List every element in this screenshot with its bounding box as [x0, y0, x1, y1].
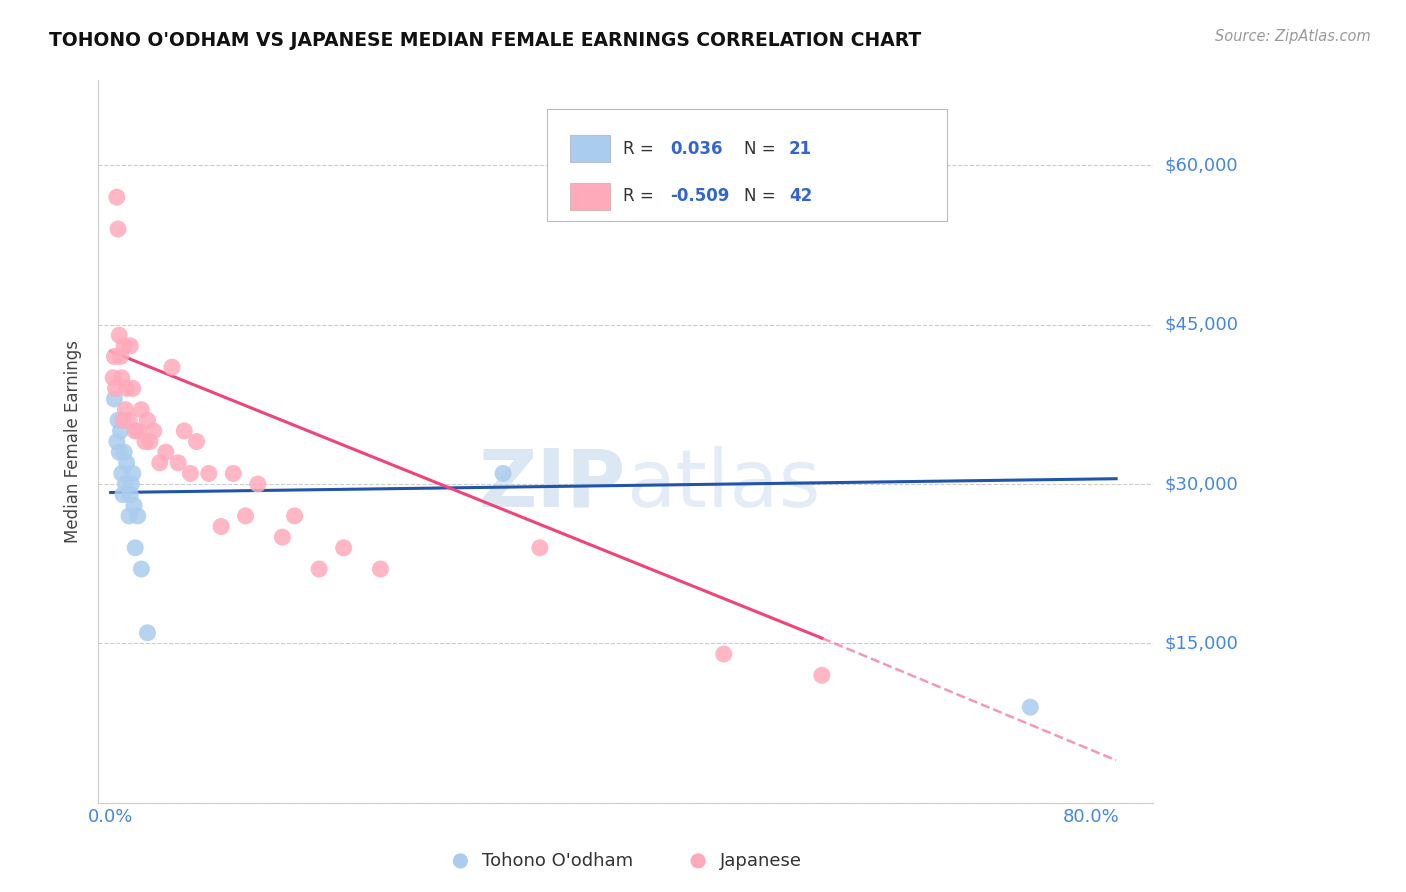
Point — [811, 668, 834, 682]
Point — [197, 467, 219, 481]
Point — [108, 445, 131, 459]
Text: $15,000: $15,000 — [1164, 634, 1237, 652]
Point — [115, 381, 138, 395]
Text: 21: 21 — [789, 139, 813, 158]
Point — [107, 222, 129, 236]
Point — [127, 424, 149, 438]
Text: $30,000: $30,000 — [1164, 475, 1237, 493]
Point — [124, 424, 146, 438]
Point — [127, 508, 149, 523]
Point — [370, 562, 392, 576]
Bar — [569, 135, 610, 162]
Point — [136, 413, 159, 427]
Point — [124, 541, 146, 555]
Point — [101, 371, 124, 385]
Point — [103, 392, 125, 406]
Point — [105, 434, 128, 449]
Text: R =: R = — [623, 187, 658, 205]
Point — [121, 477, 143, 491]
Text: Source: ZipAtlas.com: Source: ZipAtlas.com — [1215, 29, 1371, 44]
Point — [139, 434, 162, 449]
Point — [167, 456, 190, 470]
Point — [173, 424, 195, 438]
Point — [120, 339, 142, 353]
Point — [108, 328, 131, 343]
Point — [222, 467, 245, 481]
Point — [149, 456, 172, 470]
Point — [120, 488, 142, 502]
Point — [112, 445, 135, 459]
FancyBboxPatch shape — [547, 109, 948, 221]
Text: -0.509: -0.509 — [671, 187, 730, 205]
Y-axis label: Median Female Earnings: Median Female Earnings — [65, 340, 83, 543]
Point — [118, 413, 141, 427]
Point — [104, 381, 127, 395]
Point — [111, 467, 134, 481]
Text: 0.036: 0.036 — [671, 139, 723, 158]
Point — [131, 562, 153, 576]
Point — [110, 424, 132, 438]
Point — [121, 467, 143, 481]
Point — [131, 402, 153, 417]
Point — [122, 498, 145, 512]
Legend: Tohono O'odham, Japanese: Tohono O'odham, Japanese — [443, 845, 808, 877]
Point — [186, 434, 208, 449]
Text: atlas: atlas — [626, 446, 820, 524]
Point — [107, 413, 129, 427]
Point — [118, 508, 141, 523]
Point — [114, 477, 136, 491]
Point — [308, 562, 330, 576]
Point — [1019, 700, 1042, 714]
Point — [134, 434, 156, 449]
Point — [111, 413, 134, 427]
Point — [271, 530, 294, 544]
Point — [114, 402, 136, 417]
Point — [529, 541, 551, 555]
Point — [155, 445, 177, 459]
Point — [111, 488, 134, 502]
Text: ZIP: ZIP — [478, 446, 626, 524]
Point — [115, 456, 138, 470]
Text: N =: N = — [744, 139, 780, 158]
Text: $45,000: $45,000 — [1164, 316, 1239, 334]
Point — [121, 381, 143, 395]
Text: N =: N = — [744, 187, 780, 205]
Point — [235, 508, 257, 523]
Point — [142, 424, 165, 438]
Point — [332, 541, 354, 555]
Text: $60,000: $60,000 — [1164, 156, 1237, 174]
Point — [246, 477, 269, 491]
Point — [136, 625, 159, 640]
Point — [112, 339, 135, 353]
Text: R =: R = — [623, 139, 658, 158]
Text: 42: 42 — [789, 187, 813, 205]
Point — [105, 190, 128, 204]
Bar — [569, 183, 610, 211]
Point — [111, 371, 134, 385]
Point — [713, 647, 735, 661]
Text: TOHONO O'ODHAM VS JAPANESE MEDIAN FEMALE EARNINGS CORRELATION CHART: TOHONO O'ODHAM VS JAPANESE MEDIAN FEMALE… — [49, 31, 921, 50]
Point — [284, 508, 307, 523]
Point — [209, 519, 232, 533]
Point — [110, 350, 132, 364]
Point — [103, 350, 125, 364]
Point — [160, 360, 183, 375]
Point — [179, 467, 201, 481]
Point — [492, 467, 515, 481]
